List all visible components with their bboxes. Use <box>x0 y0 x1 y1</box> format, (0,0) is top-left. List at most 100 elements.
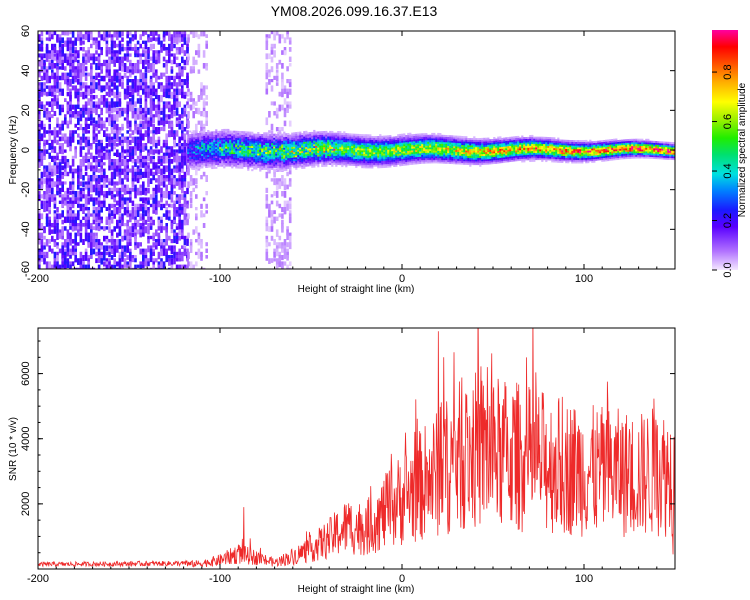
heatmap-cell <box>203 162 206 165</box>
heatmap-cell <box>233 132 236 135</box>
heatmap-cell <box>357 139 360 142</box>
heatmap-cell <box>209 138 212 141</box>
heatmap-cell <box>178 213 181 219</box>
heatmap-cell <box>317 151 320 153</box>
heatmap-cell <box>333 141 336 144</box>
heatmap-cell <box>227 157 230 160</box>
heatmap-cell <box>397 139 400 142</box>
heatmap-cell <box>147 37 150 43</box>
heatmap-cell <box>243 147 246 150</box>
heatmap-cell <box>235 134 238 137</box>
heatmap-cell <box>291 155 294 158</box>
heatmap-cell <box>219 154 222 156</box>
heatmap-cell <box>66 187 70 194</box>
heatmap-cell <box>215 141 218 144</box>
heatmap-cell <box>126 66 129 74</box>
heatmap-cell <box>281 165 284 168</box>
heatmap-cell <box>225 132 228 135</box>
heatmap-cell <box>123 155 127 159</box>
heatmap-cell <box>283 163 286 166</box>
heatmap-cell <box>283 145 286 148</box>
heatmap-cell <box>113 50 116 54</box>
heatmap-cell <box>48 194 51 199</box>
heatmap-cell <box>235 139 238 142</box>
heatmap-cell <box>74 123 77 128</box>
heatmap-cell <box>395 136 398 139</box>
heatmap-cell <box>79 267 83 269</box>
heatmap-cell <box>84 104 88 111</box>
heatmap-cell <box>160 155 163 162</box>
heatmap-cell <box>118 139 122 146</box>
heatmap-cell <box>69 139 72 147</box>
heatmap-cell <box>315 163 318 166</box>
heatmap-cell <box>349 162 352 164</box>
heatmap-cell <box>281 127 284 132</box>
heatmap-cell <box>321 163 324 166</box>
heatmap-cell <box>221 146 224 149</box>
heatmap-cell <box>149 130 153 134</box>
heatmap-cell <box>375 162 378 165</box>
heatmap-cell <box>265 143 268 145</box>
heatmap-cell <box>265 171 269 179</box>
heatmap-cell <box>84 184 88 190</box>
heatmap-cell <box>48 123 51 130</box>
heatmap-cell <box>409 157 412 160</box>
heatmap-cell <box>270 219 274 228</box>
heatmap-cell <box>97 117 101 124</box>
heatmap-cell <box>95 251 98 257</box>
heatmap-cell <box>288 120 292 127</box>
heatmap-cell <box>69 104 72 111</box>
heatmap-cell <box>197 95 201 102</box>
heatmap-cell <box>249 133 252 136</box>
heatmap-cell <box>323 147 326 150</box>
heatmap-cell <box>319 159 322 162</box>
heatmap-cell <box>259 144 262 147</box>
heatmap-cell <box>207 146 210 149</box>
heatmap-cell <box>335 132 338 135</box>
heatmap-cell <box>381 166 384 169</box>
heatmap-cell <box>136 219 140 228</box>
heatmap-cell <box>61 88 64 96</box>
heatmap-cell <box>155 31 158 36</box>
heatmap-cell <box>255 167 258 170</box>
heatmap-cell <box>152 88 155 94</box>
heatmap-cell <box>317 163 320 166</box>
heatmap-cell <box>275 151 278 154</box>
heatmap-cell <box>139 53 142 60</box>
heatmap-cell <box>105 267 109 269</box>
heatmap-cell <box>265 53 269 60</box>
heatmap-cell <box>110 120 114 125</box>
heatmap-cell <box>142 120 145 125</box>
heatmap-cell <box>48 162 51 168</box>
heatmap-cell <box>231 159 234 162</box>
heatmap-cell <box>288 213 292 217</box>
heatmap-cell <box>108 264 111 269</box>
heatmap-cell <box>126 223 129 229</box>
heatmap-cell <box>165 85 168 89</box>
heatmap-cell <box>92 59 96 65</box>
heatmap-cell <box>375 157 378 160</box>
heatmap-cell <box>48 143 51 150</box>
heatmap-cell <box>327 138 330 140</box>
heatmap-cell <box>178 114 181 121</box>
heatmap-cell <box>237 143 240 146</box>
heatmap-cell <box>243 136 246 139</box>
heatmap-cell <box>237 138 240 140</box>
heatmap-cell <box>118 127 122 132</box>
heatmap-cell <box>201 134 204 137</box>
heatmap-cell <box>323 157 326 160</box>
heatmap-cell <box>147 235 150 240</box>
heatmap-cell <box>45 85 49 89</box>
heatmap-cell <box>233 161 236 164</box>
heatmap-cell <box>279 131 282 134</box>
heatmap-cell <box>45 139 49 145</box>
heatmap-cell <box>381 157 384 160</box>
heatmap-cell <box>183 267 187 269</box>
heatmap-cell <box>131 155 135 161</box>
heatmap-cell <box>79 136 83 141</box>
heatmap-cell <box>175 88 179 96</box>
heatmap-cell <box>147 229 150 235</box>
heatmap-cell <box>168 171 171 178</box>
heatmap-cell <box>365 152 368 155</box>
heatmap-cell <box>157 85 161 89</box>
